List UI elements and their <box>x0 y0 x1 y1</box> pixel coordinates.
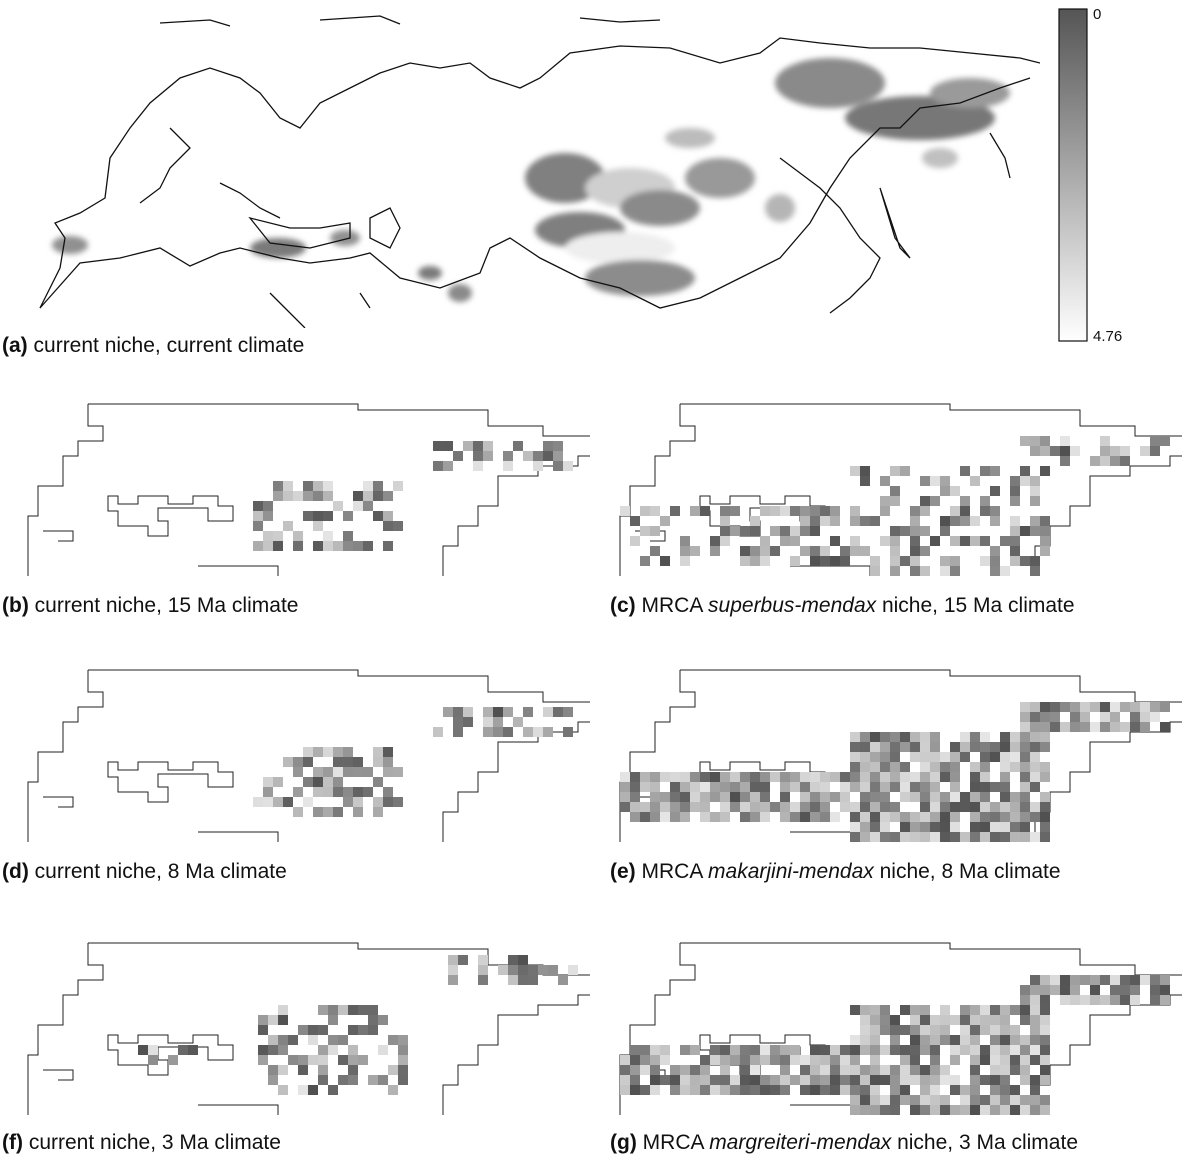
map-outline <box>619 403 1182 576</box>
caption-d: (d) current niche, 8 Ma climate <box>2 860 287 883</box>
suitability-layer-a <box>52 58 1010 302</box>
caption-f: (f) current niche, 3 Ma climate <box>2 1131 281 1154</box>
map-outline <box>27 403 590 576</box>
suitability-cells <box>620 975 1170 1115</box>
suitability-cells <box>620 702 1170 842</box>
map-panel-a <box>20 8 1040 328</box>
caption-g: (g) MRCA margreiteri-mendax niche, 3 Ma … <box>610 1131 1078 1154</box>
caption-e: (e) MRCA makarjini-mendax niche, 8 Ma cl… <box>610 860 1061 883</box>
colorbar-max-label: 0 <box>1093 6 1102 23</box>
colorbar-min-label: 4.76 <box>1093 328 1123 345</box>
map-panel-b <box>18 396 590 578</box>
map-panel-d <box>18 662 590 844</box>
map-panel-g <box>610 935 1182 1117</box>
map-outline <box>27 669 590 842</box>
suitability-cells <box>138 955 578 1095</box>
caption-a: (a) current niche, current climate <box>2 334 305 357</box>
caption-c: (c) MRCA superbus-mendax niche, 15 Ma cl… <box>610 594 1075 617</box>
suitability-cells <box>253 441 573 551</box>
suitability-cells <box>253 707 573 817</box>
map-panel-f <box>18 935 590 1117</box>
map-panel-c <box>610 396 1182 578</box>
map-panel-e <box>610 662 1182 844</box>
coastline-a <box>39 15 1040 328</box>
suitability-cells <box>620 436 1170 576</box>
caption-b: (b) current niche, 15 Ma climate <box>2 594 299 617</box>
colorbar <box>1058 8 1090 342</box>
